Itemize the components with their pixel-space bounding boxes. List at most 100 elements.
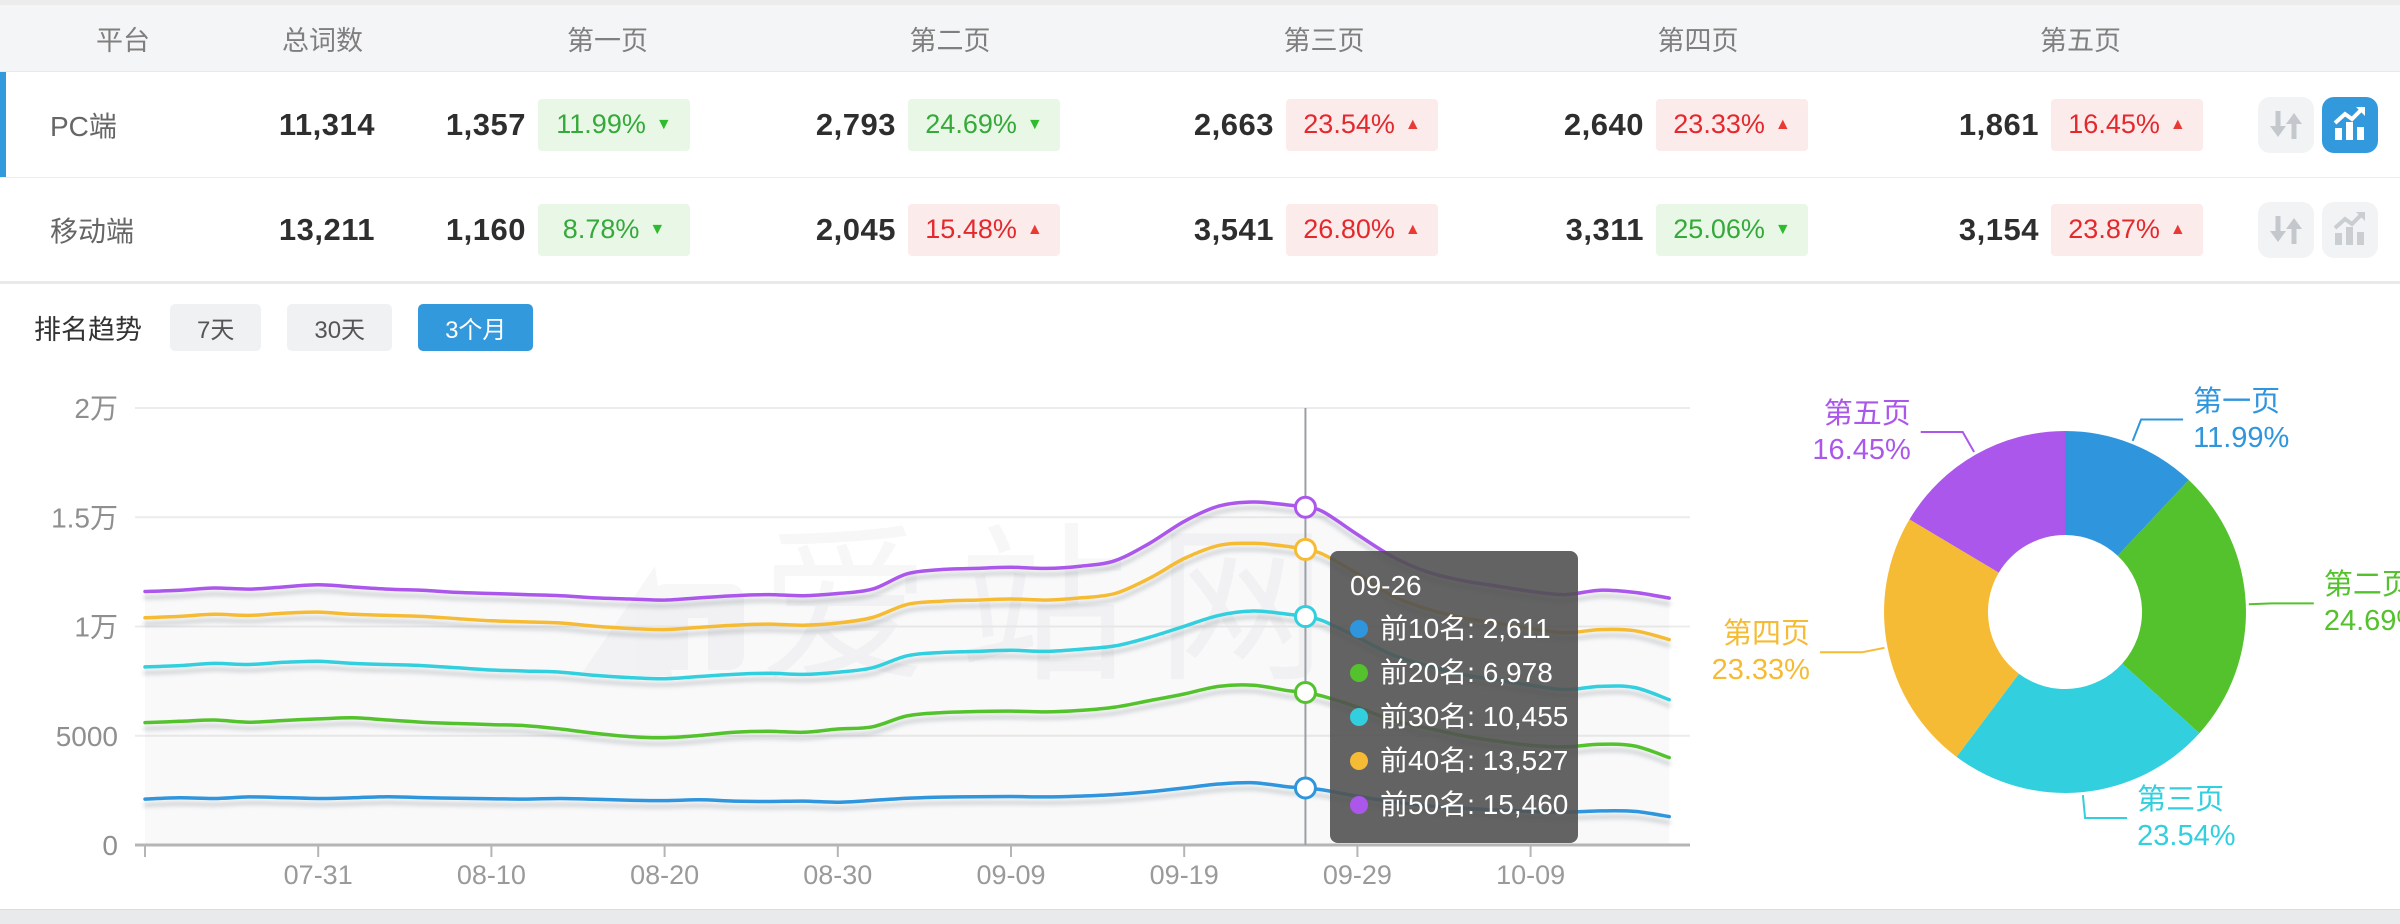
table-row-mobile[interactable]: 移动端 13,211 1,160 8.78% ▼ 2,045 15.48% ▲ 3,54… — [0, 177, 2400, 281]
donut-label-第五页: 第五页 16.45% — [1812, 398, 1911, 467]
sort-arrows-icon — [2270, 215, 2302, 244]
x-axis-label: 07-31 — [284, 860, 353, 890]
page1-count: 1,160 — [445, 211, 526, 247]
x-axis-label: 09-19 — [1150, 860, 1219, 890]
crosshair-marker — [1293, 495, 1317, 519]
page3-count: 3,541 — [1193, 211, 1274, 247]
donut-label-leader — [2248, 602, 2314, 606]
donut-slice-第一页[interactable] — [2065, 431, 2189, 556]
tooltip-item: 前50名: 15,460 — [1350, 783, 1568, 827]
chart-tooltip: 09-26 前10名: 2,611 前20名: 6,978 前30名: 10,455… — [1330, 551, 1578, 843]
page3-change-badge: 23.54% ▲ — [1286, 98, 1438, 151]
crosshair-marker — [1293, 776, 1317, 800]
page1-count: 1,357 — [445, 106, 526, 142]
bottom-border — [0, 909, 2400, 924]
donut-label-leader — [2131, 418, 2184, 442]
crosshair-marker — [1293, 537, 1317, 561]
header-page-4: 第四页 — [1657, 25, 1739, 56]
page4-change-badge: 25.06% ▼ — [1656, 203, 1808, 256]
x-axis-label: 09-29 — [1323, 860, 1392, 890]
y-axis-label: 5000 — [56, 721, 118, 752]
donut-slice-第二页[interactable] — [2117, 480, 2246, 734]
trend-chart-icon — [2333, 106, 2365, 140]
tooltip-item: 前10名: 2,611 — [1350, 607, 1558, 651]
donut-label-leader — [2081, 795, 2128, 819]
area-fill — [145, 501, 1670, 845]
page1-change-badge: 8.78% ▼ — [538, 203, 690, 256]
range-7d-button[interactable]: 7天 — [170, 304, 262, 351]
series-dot — [1350, 620, 1368, 638]
page3-count: 2,663 — [1193, 106, 1274, 142]
page4-count: 2,640 — [1563, 106, 1644, 142]
donut-slice-第五页[interactable] — [1909, 431, 2066, 573]
tooltip-item: 前40名: 13,527 — [1350, 739, 1568, 783]
donut-label-leader — [1820, 646, 1885, 654]
trend-toolbar: 排名趋势 7天 30天 3个月 — [34, 304, 559, 351]
y-axis-label: 1万 — [74, 612, 118, 643]
series-dot — [1350, 708, 1368, 726]
header-page-2: 第二页 — [909, 25, 991, 56]
total-words-value: 13,211 — [278, 211, 375, 247]
platform-label: 移动端 — [50, 215, 135, 247]
donut-slice-第四页[interactable] — [1884, 519, 2019, 757]
x-axis-label: 10-09 — [1496, 860, 1565, 890]
page2-change-badge: 24.69% ▼ — [908, 98, 1060, 151]
page5-change-badge: 16.45% ▲ — [2051, 98, 2203, 151]
x-axis-label: 09-09 — [976, 860, 1045, 890]
table-header: 平台 总词数 第一页 第二页 第三页 第四页 第五页 — [0, 5, 2400, 72]
tooltip-item: 前30名: 10,455 — [1350, 695, 1568, 739]
trend-chart-icon — [2333, 211, 2365, 245]
page5-count: 1,861 — [1958, 106, 2039, 142]
tooltip-items: 前10名: 2,611 前20名: 6,978 前30名: 10,455 前40名: … — [1350, 607, 1568, 827]
series-dot — [1350, 664, 1368, 682]
sort-arrows-icon — [2270, 110, 2302, 139]
crosshair-marker — [1293, 605, 1317, 629]
page2-count: 2,793 — [815, 106, 896, 142]
line-chart-svg: 爱站网050001万1.5万2万07-3108-1008-2008-3009-0… — [51, 393, 1690, 890]
sort-button[interactable] — [2258, 96, 2314, 153]
x-axis-label: 08-10 — [457, 860, 526, 890]
page2-change-badge: 15.48% ▲ — [908, 203, 1060, 256]
y-axis-label: 1.5万 — [51, 502, 118, 533]
range-3m-button[interactable]: 3个月 — [418, 304, 534, 351]
rank-table: 平台 总词数 第一页 第二页 第三页 第四页 第五页 PC端 11,314 1,… — [0, 5, 2400, 281]
x-axis-label: 08-20 — [630, 860, 699, 890]
trend-section-title: 排名趋势 — [34, 315, 142, 345]
header-page-1: 第一页 — [567, 25, 648, 56]
y-axis-label: 2万 — [74, 393, 118, 424]
donut-svg — [1820, 418, 2314, 819]
page4-count: 3,311 — [1565, 211, 1644, 247]
range-30d-button[interactable]: 30天 — [287, 304, 393, 351]
series-dot — [1350, 796, 1368, 814]
y-axis-label: 0 — [102, 830, 118, 861]
rank-trend-line-chart[interactable]: 爱站网050001万1.5万2万07-3108-1008-2008-3009-0… — [0, 366, 1720, 924]
table-row-pc[interactable]: PC端 11,314 1,357 11.99% ▼ 2,793 24.69% ▼ 2,6… — [0, 72, 2400, 177]
header-page-3: 第三页 — [1283, 25, 1365, 56]
show-trend-chart-button[interactable] — [2322, 96, 2378, 153]
header-page-5: 第五页 — [2040, 25, 2121, 56]
top-border — [0, 0, 2400, 5]
donut-slice-第三页[interactable] — [1956, 663, 2200, 793]
total-words-value: 11,314 — [278, 106, 375, 142]
tooltip-date: 09-26 — [1350, 570, 1422, 601]
sort-button[interactable] — [2258, 201, 2314, 258]
page4-change-badge: 23.33% ▲ — [1656, 98, 1808, 151]
selected-row-indicator — [0, 72, 6, 177]
section-divider — [0, 281, 2400, 284]
x-axis-label: 08-30 — [803, 860, 872, 890]
series-dot — [1350, 752, 1368, 770]
donut-label-第一页: 第一页 11.99% — [2193, 385, 2290, 454]
header-platform: 平台 — [96, 25, 150, 56]
crosshair-marker — [1293, 681, 1317, 705]
show-trend-chart-button[interactable] — [2322, 201, 2378, 258]
page3-change-badge: 26.80% ▲ — [1286, 203, 1438, 256]
platform-label: PC端 — [50, 110, 117, 142]
page5-change-badge: 23.87% ▲ — [2051, 203, 2203, 256]
page2-count: 2,045 — [815, 211, 896, 247]
donut-label-leader — [1920, 431, 1975, 453]
donut-label-第四页: 第四页 23.33% — [1711, 618, 1810, 687]
page5-count: 3,154 — [1958, 211, 2039, 247]
